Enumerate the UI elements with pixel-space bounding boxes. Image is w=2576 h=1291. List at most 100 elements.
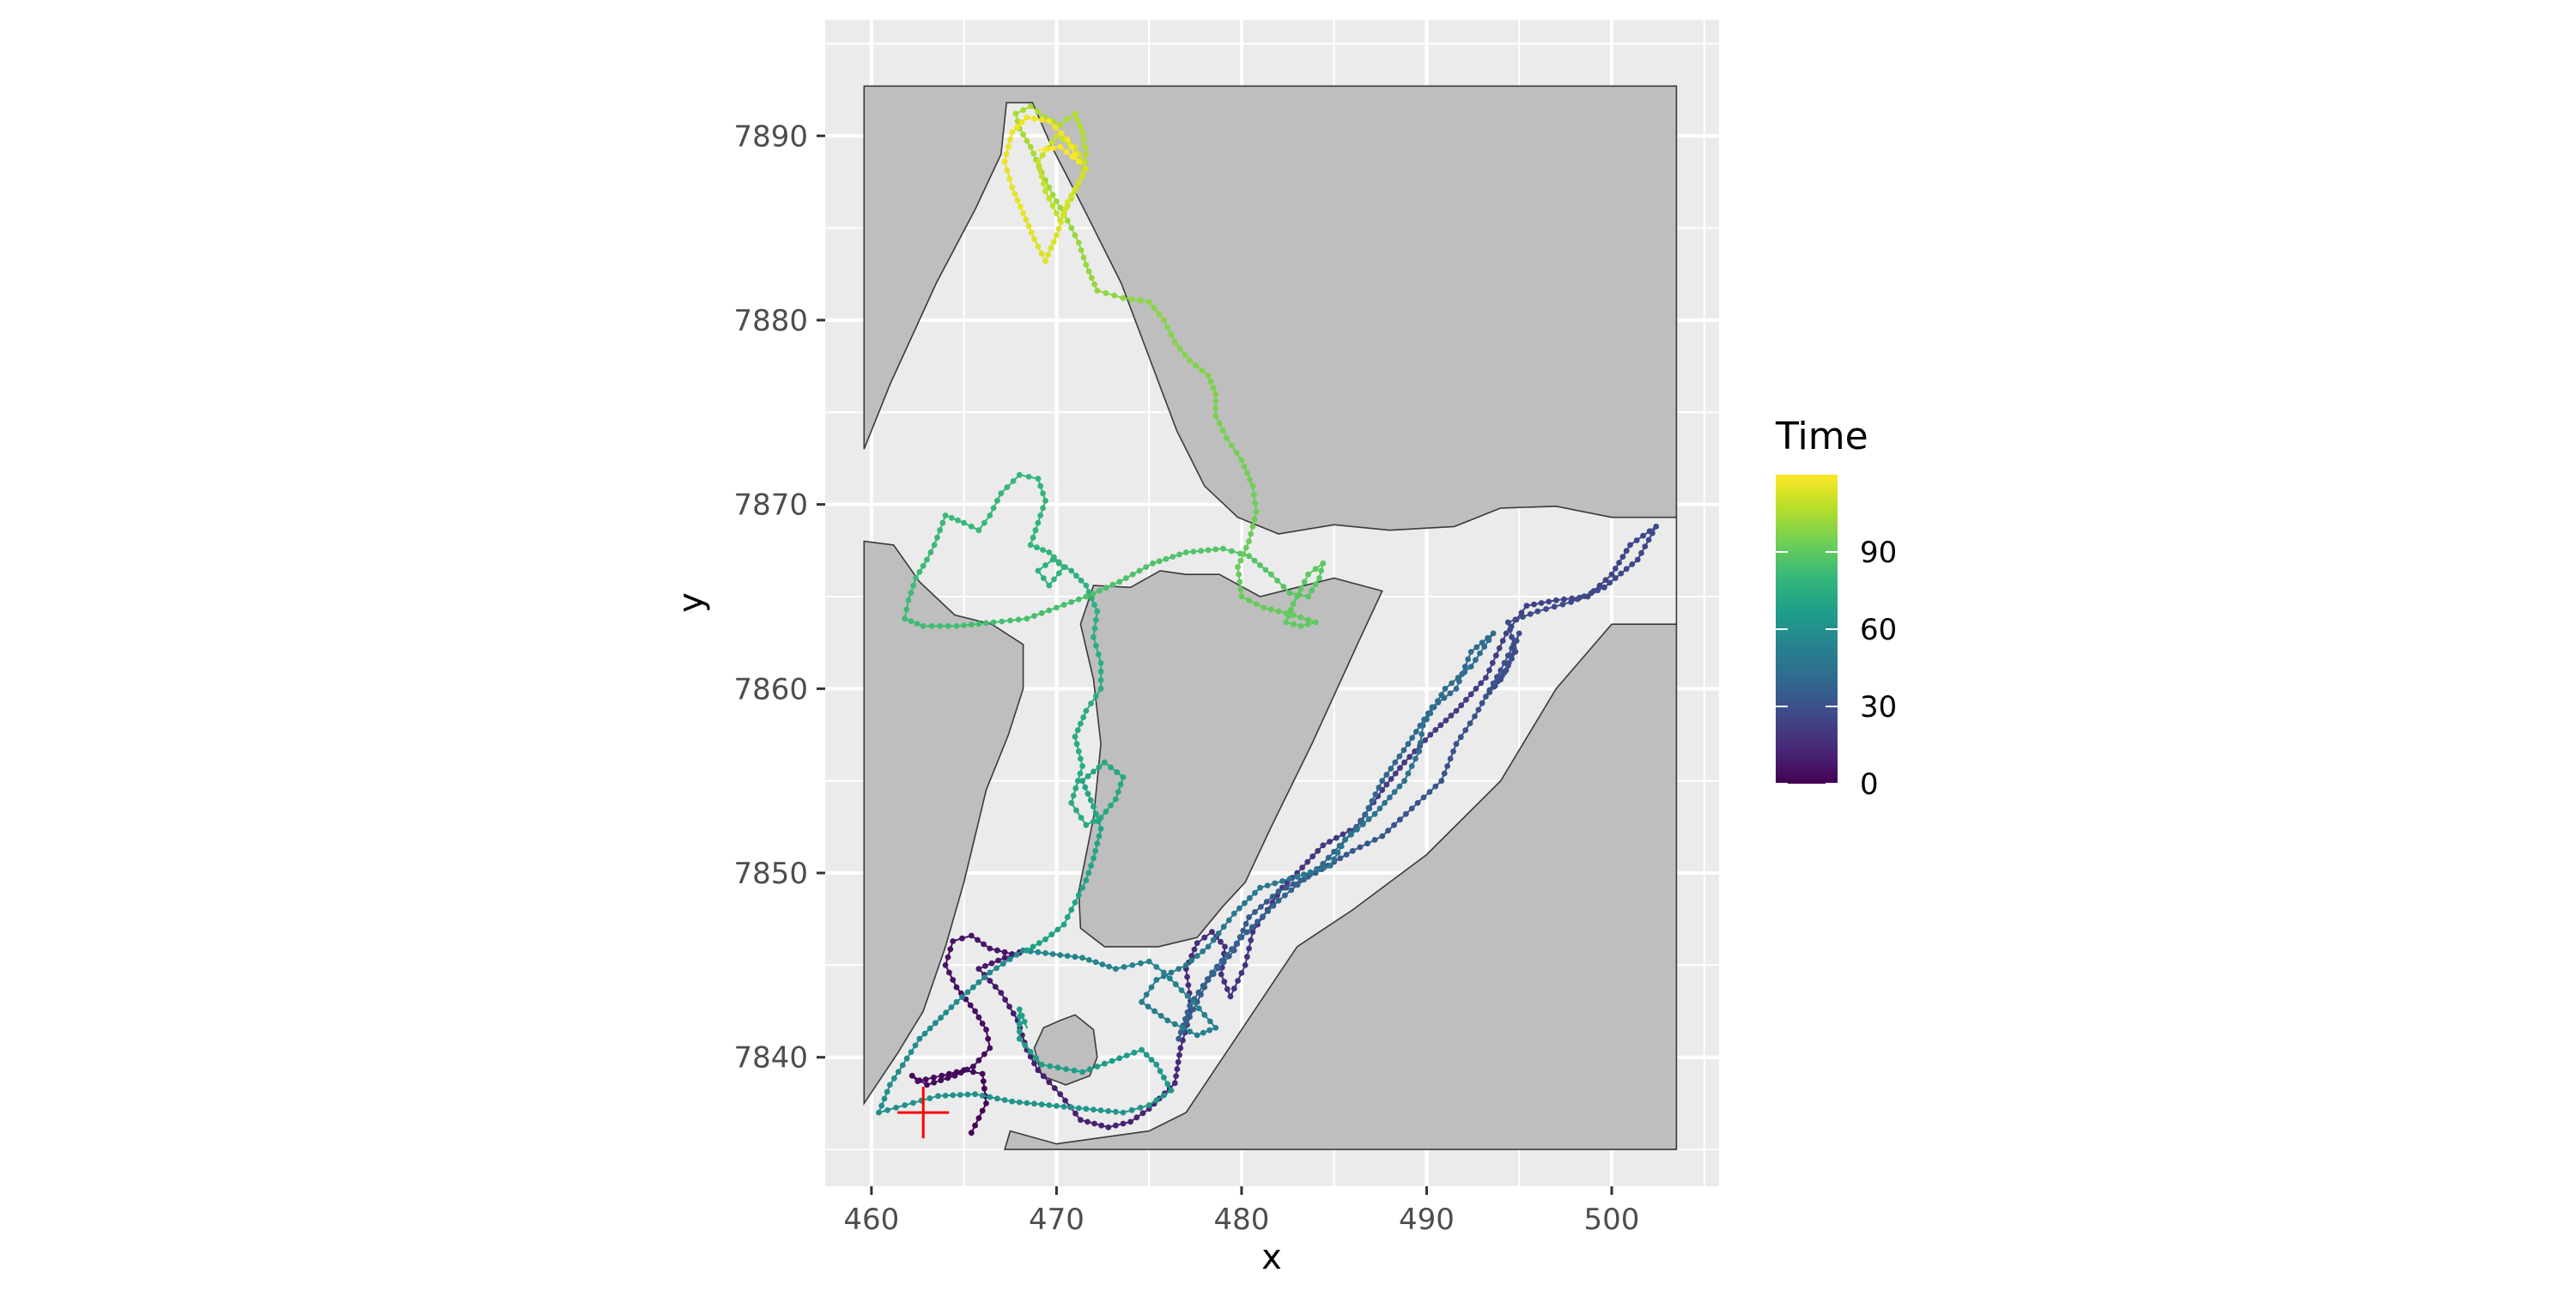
track-point bbox=[1156, 558, 1163, 565]
track-point bbox=[916, 569, 923, 575]
track-point bbox=[1068, 1104, 1075, 1111]
track-point bbox=[1049, 951, 1056, 957]
track-point bbox=[1007, 617, 1013, 624]
track-point bbox=[1201, 1011, 1208, 1018]
track-point bbox=[1465, 656, 1472, 663]
track-point bbox=[1268, 606, 1274, 613]
track-point bbox=[1073, 807, 1079, 814]
track-point bbox=[1001, 158, 1008, 165]
track-point bbox=[959, 935, 965, 942]
x-tick-label: 460 bbox=[843, 1203, 899, 1237]
track-point bbox=[1388, 766, 1394, 772]
track-point bbox=[1113, 1108, 1119, 1115]
track-point bbox=[1354, 827, 1360, 833]
track-point bbox=[1272, 880, 1279, 887]
y-tick-label: 7860 bbox=[733, 672, 808, 706]
track-point bbox=[1084, 1118, 1091, 1125]
track-point bbox=[1057, 122, 1064, 128]
track-point bbox=[1006, 1003, 1012, 1010]
track-point bbox=[1075, 1105, 1082, 1112]
track-point bbox=[1012, 191, 1018, 197]
track-point bbox=[1365, 815, 1372, 822]
track-point bbox=[1042, 146, 1048, 153]
track-point bbox=[908, 590, 914, 597]
track-point bbox=[994, 497, 1000, 504]
track-point bbox=[1027, 542, 1034, 549]
track-point bbox=[1602, 577, 1609, 584]
track-point bbox=[1200, 1029, 1206, 1036]
track-point bbox=[1237, 557, 1244, 564]
track-point bbox=[1623, 566, 1630, 573]
track-point bbox=[1030, 150, 1036, 157]
track-point bbox=[988, 960, 995, 967]
track-point bbox=[1255, 918, 1261, 925]
track-point bbox=[1574, 596, 1581, 603]
track-segment bbox=[1081, 130, 1087, 155]
track-point bbox=[1218, 971, 1224, 978]
track-segment bbox=[945, 514, 965, 524]
track-point bbox=[1086, 1066, 1093, 1073]
track-point bbox=[943, 1009, 950, 1015]
track-point bbox=[1054, 1064, 1061, 1071]
track-point bbox=[1024, 1100, 1030, 1106]
track-point bbox=[1427, 710, 1434, 717]
track-segment bbox=[1292, 614, 1317, 624]
track-point bbox=[1397, 816, 1403, 823]
track-segment bbox=[974, 1010, 987, 1031]
track-segment bbox=[988, 948, 1013, 955]
track-point bbox=[1204, 976, 1211, 983]
track-segment bbox=[1066, 138, 1080, 163]
track-point bbox=[1318, 567, 1324, 574]
track-point bbox=[1301, 871, 1307, 878]
track-point bbox=[1091, 602, 1097, 608]
track-point bbox=[1148, 1057, 1155, 1063]
x-tick-label: 490 bbox=[1399, 1203, 1455, 1237]
track-point bbox=[1196, 1005, 1202, 1012]
track-point bbox=[1520, 614, 1526, 620]
track-point bbox=[975, 527, 982, 534]
track-point bbox=[1097, 676, 1104, 683]
track-point bbox=[1184, 993, 1191, 999]
track-point bbox=[1504, 619, 1511, 626]
track-point bbox=[1247, 476, 1253, 483]
track-point bbox=[935, 1093, 941, 1100]
track-point bbox=[1027, 1053, 1034, 1060]
track-point bbox=[1035, 108, 1042, 115]
track-point bbox=[1237, 586, 1244, 592]
track-point bbox=[1097, 685, 1104, 692]
track-point bbox=[1190, 549, 1197, 555]
track-point bbox=[1225, 917, 1232, 924]
track-point bbox=[1494, 674, 1500, 680]
track-segment bbox=[1073, 112, 1084, 133]
track-point bbox=[914, 621, 920, 627]
track-point bbox=[1595, 587, 1601, 594]
track-point bbox=[1320, 842, 1327, 849]
track-point bbox=[893, 1105, 899, 1111]
track-point bbox=[1275, 608, 1282, 615]
track-point bbox=[1064, 217, 1071, 224]
track-point bbox=[1093, 616, 1099, 623]
track-point bbox=[1028, 229, 1035, 236]
track-segment bbox=[903, 617, 925, 627]
track-point bbox=[1182, 549, 1189, 555]
track-point bbox=[1233, 940, 1240, 947]
track-point bbox=[1121, 964, 1127, 970]
track-point bbox=[1094, 288, 1101, 294]
track-point bbox=[1238, 970, 1245, 976]
track-point bbox=[1501, 659, 1508, 666]
track-point bbox=[1559, 601, 1566, 608]
track-point bbox=[1079, 173, 1085, 179]
track-point bbox=[1064, 914, 1071, 920]
track-segment bbox=[914, 559, 928, 579]
track-segment bbox=[1066, 220, 1080, 244]
track-point bbox=[1348, 832, 1354, 838]
track-point bbox=[1619, 554, 1626, 560]
track-point bbox=[968, 932, 975, 939]
track-point bbox=[939, 1072, 945, 1079]
track-point bbox=[1117, 781, 1124, 788]
track-point bbox=[1538, 600, 1545, 606]
track-point bbox=[972, 1091, 978, 1098]
track-point bbox=[1229, 548, 1235, 555]
track-segment bbox=[1092, 805, 1103, 830]
track-point bbox=[1215, 930, 1222, 936]
